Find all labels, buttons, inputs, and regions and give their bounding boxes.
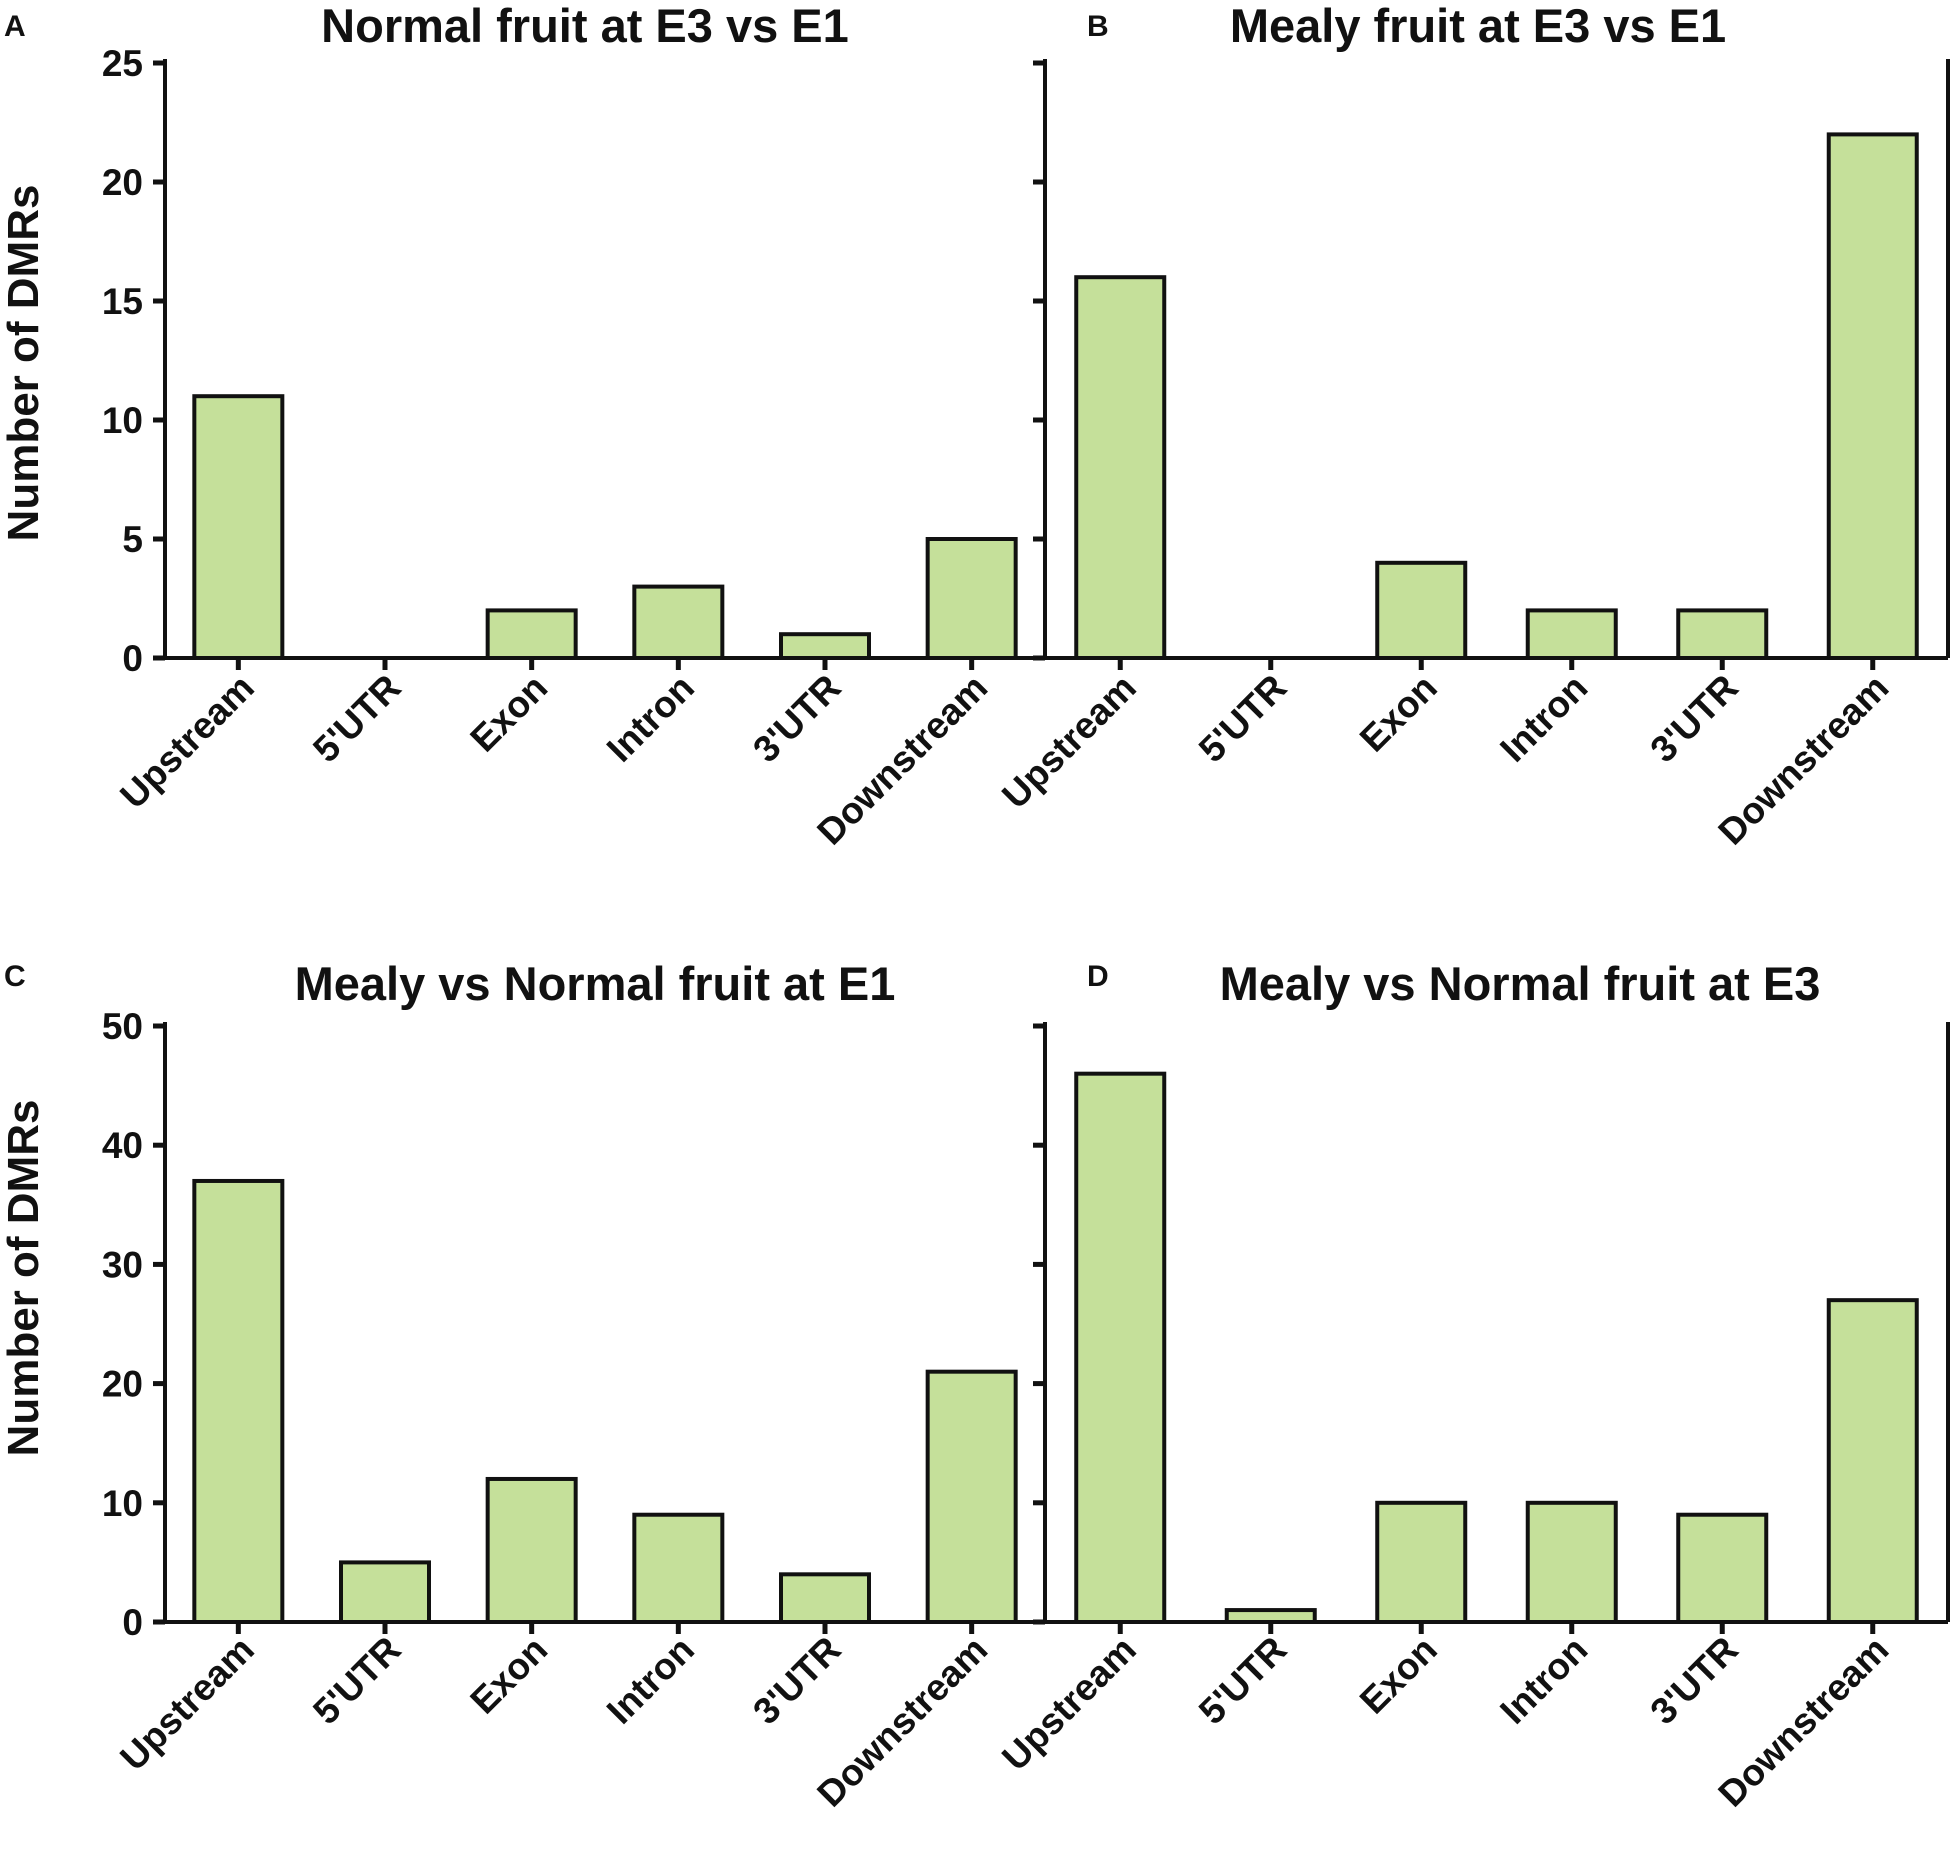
panel-a-bar-upstream: [192, 394, 285, 660]
panel-b-x-tick-label: Intron: [1492, 667, 1595, 770]
panel-letter-d: D: [1087, 960, 1109, 993]
panel-c-y-tick-label: 10: [102, 1483, 143, 1524]
panel-b-bar-3utr: [1676, 608, 1769, 661]
panel-a-x-tick-label: 3'UTR: [745, 667, 849, 771]
panel-b-x-tick-label: 5'UTR: [1191, 667, 1295, 771]
panel-d-title: Mealy vs Normal fruit at E3: [1220, 957, 1821, 1010]
panel-a-y-tick-label: 5: [122, 519, 143, 560]
panel-b-x-tick-label: Exon: [1352, 667, 1445, 760]
panel-b-title: Mealy fruit at E3 vs E1: [1230, 0, 1726, 52]
panel-letter-c: C: [4, 960, 26, 993]
panel-letter-b: B: [1087, 10, 1109, 43]
panel-a-bar-3utr: [779, 632, 871, 661]
panel-a-x-tick-label: Exon: [462, 667, 555, 760]
panel-a-bar-exon: [485, 608, 578, 661]
panel-c-x-tick-label: Upstream: [112, 1629, 262, 1779]
panel-d-x-tick-label: 3'UTR: [1642, 1629, 1746, 1733]
panel-c-bar-intron: [632, 1512, 725, 1624]
panel-c-bar-downstream: [925, 1369, 1018, 1625]
panel-c-y-tick-label: 30: [102, 1244, 143, 1285]
panel-c-x-tick-label: Intron: [599, 1629, 702, 1732]
panel-a-y-tick-label: 20: [102, 162, 143, 203]
panel-c: C Mealy vs Normal fruit at E1 Number of …: [0, 957, 1045, 1815]
panel-a-title: Normal fruit at E3 vs E1: [321, 0, 849, 52]
panel-b-bar-exon: [1375, 560, 1468, 660]
panel-b: B Mealy fruit at E3 vs E1 Upstream 5'UTR E…: [994, 0, 1950, 853]
panel-a-y-axis-label: Number of DMRs: [0, 185, 48, 542]
panel-d-bar-upstream: [1074, 1071, 1167, 1625]
panel-d-x-tick-label: Exon: [1352, 1629, 1445, 1722]
panel-letter-a: A: [4, 10, 26, 43]
panel-d-x-tick-label: 5'UTR: [1191, 1629, 1295, 1733]
panel-c-title: Mealy vs Normal fruit at E1: [295, 957, 896, 1010]
panel-b-bar-upstream: [1074, 275, 1167, 660]
panel-c-bar-3utr: [779, 1572, 871, 1624]
panel-a-x-tick-label: Intron: [599, 667, 702, 770]
panel-a-y-tick-label: 10: [102, 400, 143, 441]
panel-b-bar-downstream: [1826, 132, 1919, 660]
panel-a-bar-intron: [632, 584, 725, 660]
panel-c-x-tick-label: 3'UTR: [745, 1629, 849, 1733]
panel-a-y-tick-label: 0: [122, 638, 143, 679]
panel-b-x-tick-label: 3'UTR: [1642, 667, 1746, 771]
panel-c-bar-upstream: [192, 1178, 285, 1624]
panel-c-y-tick-label: 50: [102, 1006, 143, 1047]
panel-d-x-tick-label: Intron: [1492, 1629, 1595, 1732]
panel-d: D Mealy vs Normal fruit at E3 Upstream 5'…: [994, 957, 1950, 1815]
panel-a: A Normal fruit at E3 vs E1 Number of DMR…: [0, 0, 1045, 853]
panel-a-x-tick-label: Upstream: [112, 667, 262, 817]
panel-c-bar-5utr: [339, 1560, 431, 1625]
panel-b-bar-intron: [1525, 608, 1618, 661]
panel-d-bar-exon: [1375, 1500, 1468, 1625]
panel-c-y-axis-label: Number of DMRs: [0, 1100, 48, 1457]
panel-c-bar-exon: [485, 1476, 578, 1624]
panel-a-x-tick-label: 5'UTR: [305, 667, 409, 771]
panel-b-x-tick-label: Upstream: [994, 667, 1144, 817]
panel-a-bar-downstream: [925, 537, 1018, 660]
panel-a-y-tick-label: 15: [102, 281, 143, 322]
panel-a-y-tick-label: 25: [102, 43, 143, 84]
panel-c-y-tick-label: 0: [122, 1602, 143, 1643]
panel-d-bar-intron: [1525, 1500, 1618, 1625]
panel-d-bar-downstream: [1826, 1298, 1919, 1625]
panel-c-y-tick-label: 20: [102, 1364, 143, 1405]
panel-c-y-tick-label: 40: [102, 1125, 143, 1166]
panel-c-x-tick-label: 5'UTR: [305, 1629, 409, 1733]
panel-d-bar-3utr: [1676, 1512, 1769, 1624]
panel-d-x-tick-label: Upstream: [994, 1629, 1144, 1779]
panel-c-x-tick-label: Exon: [462, 1629, 555, 1722]
